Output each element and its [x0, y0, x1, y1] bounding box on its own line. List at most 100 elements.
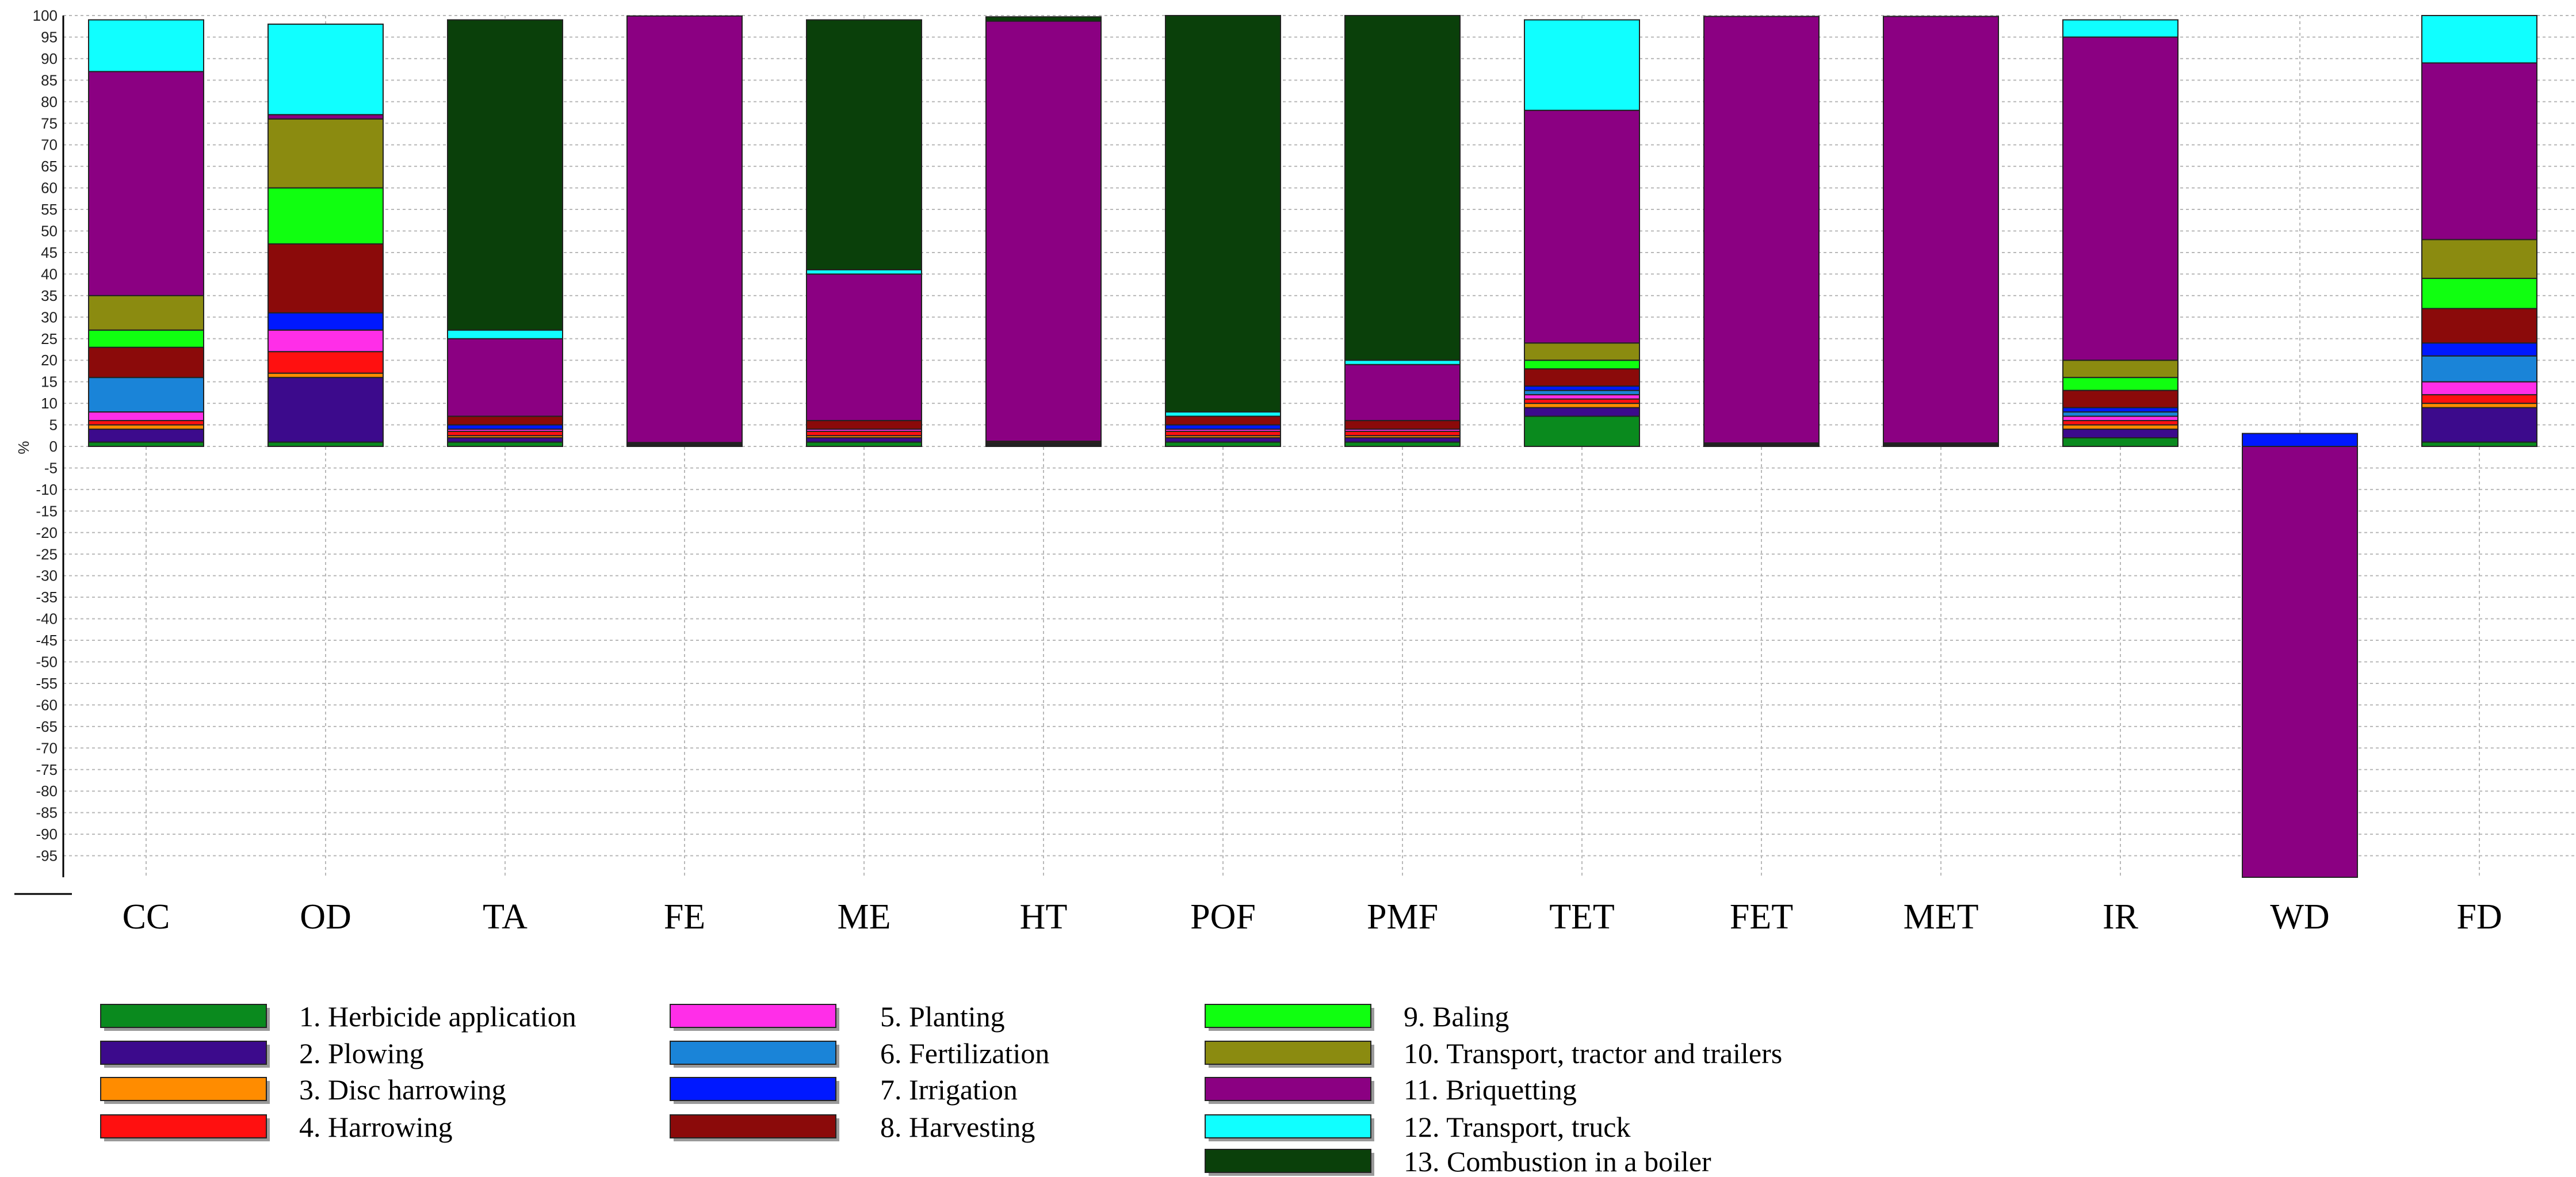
bar-segment-FD-3	[2421, 403, 2537, 408]
x-tick-label: FET	[1730, 897, 1793, 937]
y-tick-label: -90	[36, 826, 58, 843]
bar-segment-IR-2	[2062, 429, 2178, 439]
bar-segment-TET-2	[1524, 407, 1640, 417]
legend-swatch-1	[100, 1004, 267, 1028]
bar-segment-IR-4	[2062, 420, 2178, 426]
bar-segment-IR-10	[2062, 360, 2178, 379]
bar-segment-CC-9	[88, 329, 204, 348]
y-tick-label: 75	[41, 114, 58, 132]
bar-segment-CC-10	[88, 295, 204, 331]
y-tick-label: -80	[36, 782, 58, 800]
bar-segment-TET-3	[1524, 403, 1640, 408]
legend-swatch-3	[100, 1077, 267, 1101]
bar-segment-ME-13	[806, 19, 922, 270]
bar-segment-IR-12	[2062, 19, 2178, 38]
y-tick-label: 65	[41, 158, 58, 175]
bar-segment-PMF-13	[1344, 15, 1461, 361]
legend-label-4: 4. Harrowing	[299, 1111, 453, 1143]
x-tick-label: MET	[1904, 897, 1979, 937]
bar-segment-CC-4	[88, 420, 204, 426]
y-tick-label: -70	[36, 739, 58, 756]
y-tick-label: -30	[36, 567, 58, 584]
y-tick-label: 55	[41, 201, 58, 218]
x-tick-label: TA	[483, 897, 528, 937]
y-tick-label: 70	[41, 136, 58, 154]
y-tick-label: -55	[36, 675, 58, 692]
y-tick-label: 50	[41, 223, 58, 240]
y-tick-label: -65	[36, 718, 58, 735]
x-tick-label: PMF	[1367, 897, 1438, 937]
legend-label-1: 1. Herbicide application	[299, 1000, 576, 1033]
bar-segment-OD-1	[267, 441, 384, 448]
x-tick-label: WD	[2270, 897, 2329, 937]
y-tick-label: -50	[36, 654, 58, 671]
y-tick-label: -45	[36, 632, 58, 649]
x-tick-label: POF	[1190, 897, 1256, 937]
bar-segment-TA-1	[447, 441, 563, 448]
bar-segment-TA-7	[447, 424, 563, 430]
legend-swatch-8	[670, 1114, 836, 1138]
x-tick-label: FD	[2456, 897, 2502, 937]
y-tick-label: 45	[41, 244, 58, 261]
bar-segment-MET-11	[1883, 16, 1999, 444]
legend-swatch-2	[100, 1041, 267, 1065]
x-tick-label: OD	[300, 897, 351, 937]
bar-segment-CC-1	[88, 441, 204, 448]
x-tick-label: CC	[123, 897, 170, 937]
legend-label-5: 5. Planting	[880, 1000, 1005, 1033]
y-tick-label: 90	[41, 50, 58, 67]
bar-segment-OD-8	[267, 243, 384, 314]
bar-segment-OD-2	[267, 377, 384, 443]
legend-label-11: 11. Briquetting	[1404, 1073, 1577, 1106]
legend-label-2: 2. Plowing	[299, 1037, 424, 1069]
bar-segment-TET-7	[1524, 385, 1640, 391]
bar-segment-TA-11	[447, 338, 563, 417]
bar-segment-TA-2	[447, 437, 563, 443]
bar-segment-WD-7	[2242, 433, 2358, 448]
category-labels: CC OD TA FE ME HT POF PMF TET FET MET IR WD FD	[123, 897, 2502, 937]
bar-segment-TET-8	[1524, 368, 1640, 387]
bar-segment-IR-1	[2062, 437, 2178, 448]
bar-segment-ME-4	[806, 430, 922, 437]
bar-segment-CC-6	[88, 377, 204, 413]
bar-segment-POF-1	[1165, 441, 1281, 448]
gridlines	[63, 15, 2576, 877]
bar-segment-OD-10	[267, 118, 384, 189]
bar-segment-FET-11	[1703, 16, 1820, 444]
bar-segment-PMF-11	[1344, 364, 1461, 422]
y-tick-label: 10	[41, 395, 58, 412]
bar-segment-TA-12	[447, 329, 563, 339]
bar-segment-FD-4	[2421, 394, 2537, 404]
bar-segment-CC-3	[88, 424, 204, 430]
y-tick-label: 0	[49, 438, 58, 455]
y-tick-label: -85	[36, 804, 58, 821]
y-tick-label: -95	[36, 847, 58, 865]
legend-label-13: 13. Combustion in a boiler	[1404, 1145, 1711, 1177]
bar-segment-TET-9	[1524, 360, 1640, 370]
bar-segment-IR-6	[2062, 411, 2178, 417]
bar-segment-TA-4	[447, 430, 563, 437]
bar-segment-ME-12	[806, 269, 922, 275]
y-tick-label: 85	[41, 71, 58, 89]
bar-segment-OD-5	[267, 329, 384, 353]
y-tick-label: -35	[36, 588, 58, 606]
legend-swatch-7	[670, 1077, 836, 1101]
bar-segment-OD-4	[267, 351, 384, 374]
x-tick-label: IR	[2103, 897, 2139, 937]
y-tick-label: 80	[41, 93, 58, 110]
legend-swatch-6	[670, 1041, 836, 1065]
bar-segment-FD-12	[2421, 15, 2537, 64]
y-tick-label: 5	[49, 416, 58, 434]
legend-label-3: 3. Disc harrowing	[299, 1073, 506, 1106]
bar-segment-OD-9	[267, 187, 384, 244]
bar-segment-HT-11	[985, 20, 1102, 442]
legend-swatch-13	[1205, 1149, 1371, 1173]
legend-label-9: 9. Baling	[1404, 1000, 1509, 1033]
bar-segment-WD-11	[2242, 446, 2358, 878]
bar-segment-IR-11	[2062, 36, 2178, 361]
x-tick-label: TET	[1549, 897, 1615, 937]
y-axis-ticks: 1009590858075706560555045403530252015105…	[33, 7, 58, 865]
y-tick-label: -75	[36, 761, 58, 778]
legend-label-12: 12. Transport, truck	[1404, 1111, 1630, 1143]
